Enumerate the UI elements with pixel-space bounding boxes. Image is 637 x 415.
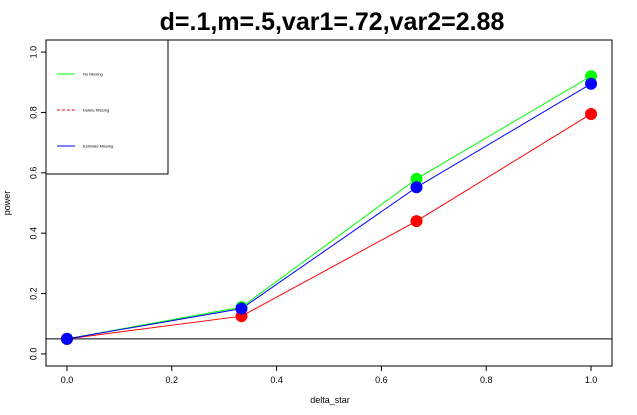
data-point-estimate-missing <box>235 302 248 315</box>
x-tick-label: 1.0 <box>585 375 598 385</box>
data-point-estimate-missing <box>585 77 598 90</box>
legend-label-delete-missing: Delete Missing <box>83 108 109 113</box>
x-tick-label: 0.6 <box>375 375 388 385</box>
y-tick-label: 1.0 <box>28 46 38 59</box>
legend: No Missing Delete Missing Estimate Missing <box>45 39 169 175</box>
y-tick-label: 0.6 <box>28 167 38 180</box>
y-tick-label: 0.2 <box>28 287 38 300</box>
legend-box <box>45 39 169 175</box>
x-tick-label: 0.8 <box>480 375 493 385</box>
data-point-estimate-missing <box>410 181 423 194</box>
data-point-estimate-missing <box>60 332 73 345</box>
data-point-no-missing <box>410 172 423 185</box>
x-axis: 0.0 0.2 0.4 0.6 0.8 1.0 <box>61 365 598 385</box>
legend-label-estimate-missing: Estimate Missing <box>83 144 113 149</box>
y-axis-label: power <box>2 191 12 216</box>
chart-title: d=.1,m=.5,var1=.72,var2=2.88 <box>160 8 505 36</box>
series-line-delete-missing <box>66 113 592 340</box>
y-tick-label: 0.4 <box>28 227 38 240</box>
legend-label-no-missing: No Missing <box>83 72 103 77</box>
series-lines <box>66 75 592 340</box>
data-point-delete-missing <box>410 215 423 228</box>
series-line-estimate-missing <box>66 83 592 340</box>
data-point-delete-missing <box>585 107 598 120</box>
series-line-no-missing <box>66 75 592 340</box>
x-tick-label: 0.2 <box>166 375 179 385</box>
y-tick-label: 0.8 <box>28 106 38 119</box>
x-tick-label: 0.0 <box>61 375 74 385</box>
x-axis-label: delta_star <box>310 395 350 405</box>
y-tick-label: 0.0 <box>28 348 38 361</box>
series-points <box>60 70 598 345</box>
x-tick-label: 0.4 <box>270 375 283 385</box>
y-axis: 0.0 0.2 0.4 0.6 0.8 1.0 <box>28 46 47 361</box>
